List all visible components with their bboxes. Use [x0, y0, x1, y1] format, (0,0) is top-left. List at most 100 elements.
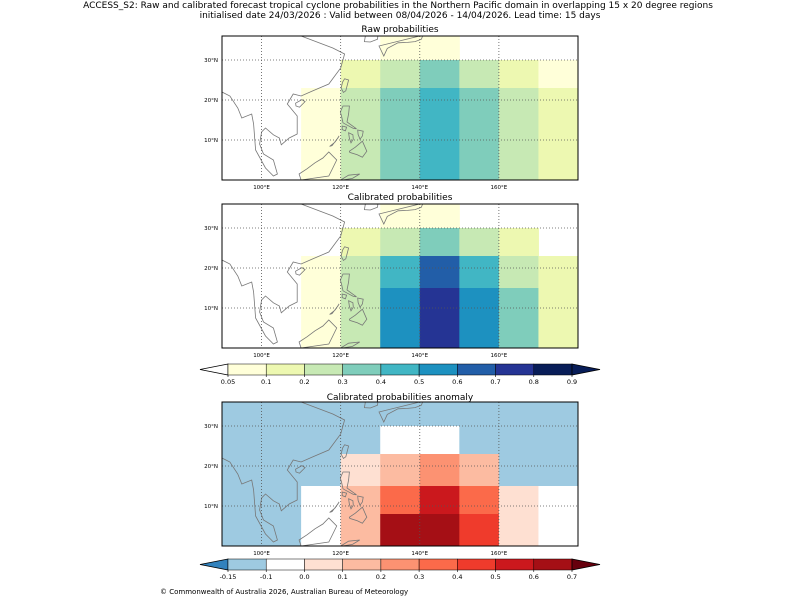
- anom-colorbar-swatch: [227, 558, 267, 571]
- prob-colorbar-swatch: [457, 363, 496, 376]
- cal-cell-r0-c5: [419, 204, 460, 229]
- raw-coastline-11: [298, 151, 338, 180]
- anom-cell-r1-c8: [538, 426, 578, 455]
- anom-colorbar-tick-label: 0.5: [490, 573, 500, 581]
- anom-cell-r2-c2: [301, 454, 342, 487]
- anom-coastline-10: [348, 506, 368, 524]
- cal-coastline-10: [348, 308, 368, 326]
- raw-cell-r1-c7: [498, 60, 539, 89]
- raw-cell-r2-c6: [459, 88, 500, 121]
- anom-colorbar-tick-label: 0.7: [567, 573, 577, 581]
- cal-coastline-11: [298, 319, 338, 348]
- cal-cell-r2-c4: [380, 256, 421, 289]
- raw-lon-tick-label: 100°E: [253, 185, 270, 191]
- anom-cell-r4-c0: [222, 514, 263, 546]
- cal-coastline-7: [357, 297, 364, 309]
- anom-cell-r0-c7: [498, 402, 539, 427]
- anom-cell-r1-c7: [498, 426, 539, 455]
- anom-lat-tick-label: 10°N: [204, 504, 218, 510]
- raw-cell-r2-c7: [498, 88, 539, 121]
- raw-cell-r4-c3: [340, 148, 381, 180]
- prob-colorbar-swatch: [380, 363, 420, 376]
- anom-cells: [222, 402, 578, 546]
- anom-colorbar-swatch: [533, 558, 573, 571]
- raw-lon-tick-label: 160°E: [491, 185, 508, 191]
- cal-coastline-1: [363, 204, 379, 211]
- anom-cell-r4-c8: [538, 514, 578, 546]
- anom-colorbar-swatch: [457, 558, 496, 571]
- cal-lon-tick-label: 140°E: [411, 353, 428, 359]
- raw-coastline-7: [357, 129, 364, 141]
- prob-colorbar-swatch: [227, 363, 267, 376]
- raw-lat-tick-label: 10°N: [204, 138, 218, 144]
- cal-lat-tick-label: 10°N: [204, 306, 218, 312]
- raw-cell-r3-c3: [340, 120, 381, 149]
- raw-coastline-0: [222, 36, 346, 177]
- raw-cell-r1-c8: [538, 60, 578, 89]
- anom-cell-r0-c3: [340, 402, 381, 427]
- raw-cell-r2-c8: [538, 88, 578, 121]
- anom-cell-r2-c8: [538, 454, 578, 487]
- anom-cell-r4-c7: [498, 514, 539, 546]
- raw-cell-r1-c4: [380, 60, 421, 89]
- anom-colorbar-swatch: [304, 558, 343, 571]
- cal-cell-r2-c8: [538, 256, 578, 289]
- cal-cell-r4-c8: [538, 316, 578, 348]
- calibrated-probabilities-panel: 100°E 120°E 140°E 160°E 10°N 20°N 30°N: [204, 203, 579, 359]
- anom-colorbar-swatch: [418, 558, 458, 571]
- anom-cell-r1-c1: [261, 426, 302, 455]
- raw-cell-r4-c4: [380, 148, 421, 180]
- cal-cell-r1-c6: [459, 228, 500, 257]
- anom-cell-r3-c6: [459, 486, 500, 515]
- cal-cells: [301, 204, 578, 348]
- anom-cell-r4-c2: [301, 514, 342, 546]
- cal-coastline-3: [340, 246, 350, 261]
- anom-cell-r3-c0: [222, 486, 263, 515]
- cal-cell-r4-c3: [340, 316, 381, 348]
- calibrated-panel-title: Calibrated probabilities: [348, 193, 453, 203]
- prob-colorbar-tick-label: 0.7: [490, 378, 500, 386]
- raw-gridlines: [222, 36, 578, 180]
- figure-title-line1: ACCESS_S2: Raw and calibrated forecast t…: [83, 1, 713, 11]
- anom-cell-r0-c5: [419, 402, 460, 427]
- anom-cell-r0-c8: [538, 402, 578, 427]
- prob-colorbar-tick-label: 0.4: [376, 378, 386, 386]
- cal-cell-r2-c7: [498, 256, 539, 289]
- cal-cell-r2-c3: [340, 256, 381, 289]
- cal-cell-r4-c7: [498, 316, 539, 348]
- raw-cell-r1-c6: [459, 60, 500, 89]
- anom-lon-tick-label: 100°E: [253, 551, 270, 557]
- anom-coastline-11: [298, 517, 338, 546]
- prob-colorbar-tick-label: 0.05: [221, 378, 235, 386]
- anom-colorbar-swatch: [265, 558, 305, 571]
- anom-cell-r1-c4: [380, 426, 421, 455]
- raw-coastline-1: [363, 36, 379, 43]
- anom-coastline-6: [341, 491, 348, 498]
- anom-cell-r3-c3: [340, 486, 381, 515]
- anom-cell-r0-c6: [459, 402, 500, 427]
- cal-cell-r1-c5: [419, 228, 460, 257]
- anom-cell-r2-c5: [419, 454, 460, 487]
- raw-coastline-10: [348, 140, 368, 158]
- anom-cell-r2-c4: [380, 454, 421, 487]
- anom-cell-r3-c2: [301, 486, 342, 515]
- cal-coastlines: [222, 204, 424, 348]
- anom-cell-r4-c4: [380, 514, 421, 546]
- anomaly-colorbar: -0.15 -0.1 0.0 0.1 0.2 0.3 0.4 0.5 0.6 0.7: [199, 558, 601, 581]
- cal-cell-r1-c3: [340, 228, 381, 257]
- raw-cell-r2-c5: [419, 88, 460, 121]
- anom-lon-tick-label: 120°E: [332, 551, 349, 557]
- raw-cell-r2-c4: [380, 88, 421, 121]
- anom-cell-r1-c2: [301, 426, 342, 455]
- prob-colorbar-swatch: [304, 363, 343, 376]
- prob-colorbar-underflow-triangle: [199, 363, 229, 376]
- anom-coastline-2: [378, 402, 424, 423]
- prob-colorbar-tick-label: 0.2: [299, 378, 309, 386]
- anom-colorbar-tick-label: 0.4: [452, 573, 462, 581]
- anom-colorbar-tick-label: 0.6: [529, 573, 539, 581]
- raw-coastline-9: [329, 135, 340, 147]
- cal-cell-r2-c2: [301, 256, 342, 289]
- cal-cell-r4-c4: [380, 316, 421, 348]
- raw-lat-tick-label: 30°N: [204, 58, 218, 64]
- anom-cell-r4-c3: [340, 514, 381, 546]
